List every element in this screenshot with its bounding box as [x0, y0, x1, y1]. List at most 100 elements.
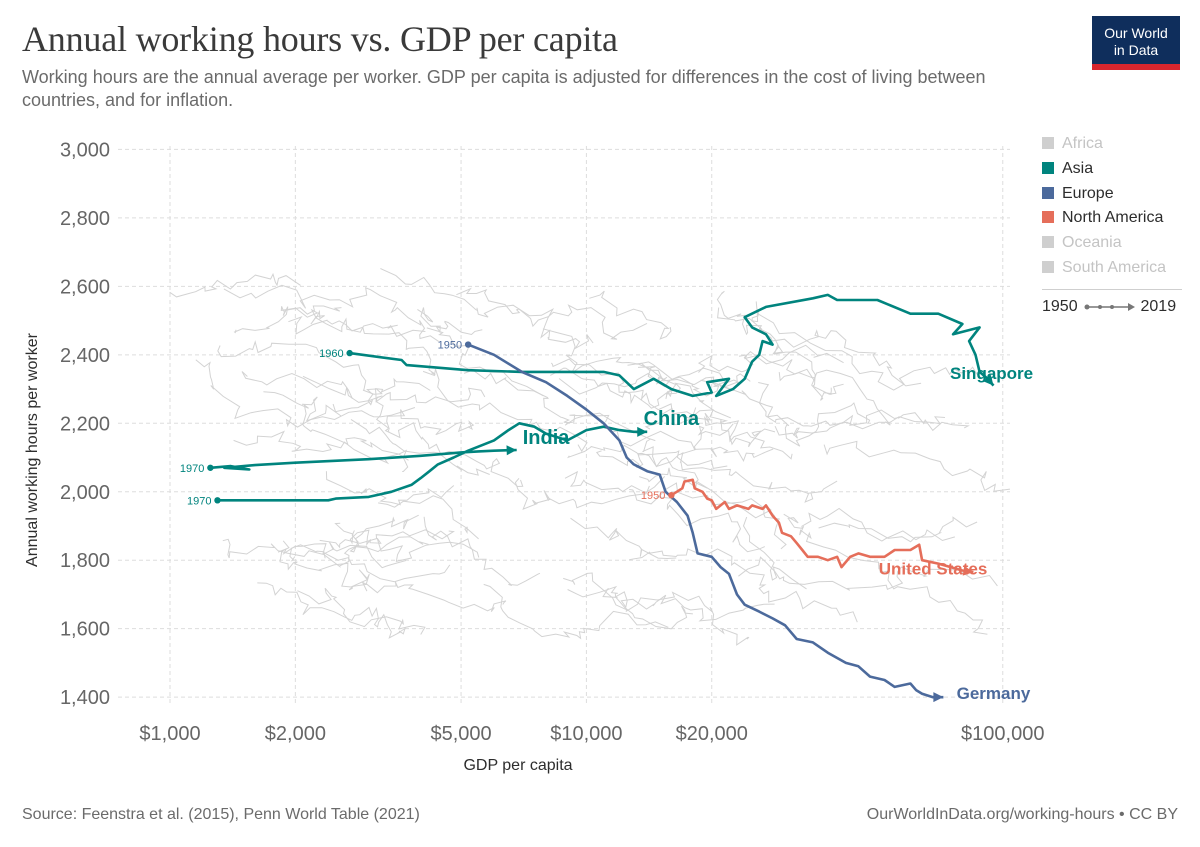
- timeline-arrow-icon: [1084, 302, 1136, 311]
- series-line[interactable]: [467, 343, 944, 699]
- legend-item[interactable]: North America: [1042, 206, 1182, 231]
- series-name-label: India: [523, 427, 571, 449]
- series-end-arrow: [933, 692, 944, 703]
- background-country-line: [233, 305, 342, 334]
- legend-label: North America: [1062, 209, 1164, 227]
- background-country-line: [550, 367, 674, 409]
- series-end-arrow: [962, 565, 974, 576]
- background-country-line: [564, 470, 666, 494]
- background-country-line: [195, 359, 342, 428]
- background-country-line: [280, 306, 426, 338]
- background-country-line: [380, 268, 594, 350]
- legend-label: Africa: [1062, 135, 1103, 152]
- background-country-line: [257, 582, 406, 639]
- y-tick-label: 1,400: [60, 687, 110, 709]
- background-country-line: [602, 587, 693, 630]
- legend-label: Oceania: [1062, 234, 1122, 252]
- series-start-point: [464, 341, 472, 348]
- background-country-line: [350, 418, 524, 488]
- background-country-line: [463, 369, 610, 424]
- background-country-line: [277, 514, 419, 568]
- background-country-line: [738, 354, 833, 401]
- legend-item[interactable]: Europe: [1042, 182, 1182, 207]
- series-line[interactable]: [670, 478, 974, 574]
- background-country-line: [456, 287, 648, 340]
- timeline-end-year: 2019: [1140, 297, 1177, 315]
- legend-divider: [1042, 288, 1182, 290]
- background-country-line: [217, 340, 431, 395]
- series-end-arrow: [506, 445, 517, 456]
- background-country-line: [349, 530, 429, 553]
- background-country-line: [558, 372, 668, 395]
- background-country-line: [629, 548, 858, 623]
- legend-item[interactable]: Africa: [1042, 132, 1182, 157]
- series-start-year: 1950: [438, 340, 462, 352]
- background-country-line: [774, 409, 970, 439]
- background-country-line: [738, 556, 998, 591]
- background-country-line: [302, 375, 475, 436]
- background-country-line: [637, 366, 751, 388]
- background-country-line: [567, 585, 775, 622]
- background-country-line: [751, 301, 978, 391]
- series-start-year: 1970: [187, 495, 211, 507]
- background-country-line: [422, 369, 588, 453]
- y-tick-label: 1,800: [60, 550, 110, 572]
- y-axis-label: Annual working hours per worker: [24, 332, 41, 567]
- series-start-year: 1970: [180, 463, 204, 475]
- series-name-label: China: [644, 408, 700, 430]
- background-country-line: [423, 516, 541, 586]
- x-tick-label: $100,000: [961, 723, 1044, 745]
- background-country-line: [783, 507, 956, 542]
- background-country-line: [697, 344, 844, 373]
- owid-logo[interactable]: Our World in Data: [1092, 16, 1180, 70]
- background-country-line: [483, 583, 669, 640]
- legend-label: Asia: [1062, 159, 1094, 177]
- y-tick-label: 2,400: [60, 345, 110, 367]
- legend-swatch: [1042, 137, 1054, 149]
- axes: 1,400 1,600 1,800 2,000 2,200 2,400 2,600 2,800…: [60, 139, 1045, 745]
- background-country-line: [700, 379, 871, 447]
- background-country-line: [589, 290, 672, 340]
- background-country-line: [222, 538, 407, 569]
- chart-subtitle: Working hours are the annual average per…: [22, 67, 986, 110]
- logo-line-1: Our World: [1104, 25, 1168, 41]
- legend-label: South America: [1062, 258, 1167, 276]
- background-country-line: [301, 396, 416, 422]
- logo-line-2: in Data: [1113, 42, 1159, 58]
- license-link[interactable]: OurWorldInData.org/working-hours • CC BY: [866, 806, 1178, 823]
- series-start-year: 1960: [319, 348, 343, 360]
- y-tick-label: 1,600: [60, 619, 110, 641]
- background-country-line: [514, 477, 650, 510]
- background-country-line: [679, 452, 838, 503]
- background-country-line: [348, 581, 507, 612]
- source-note: Source: Feenstra et al. (2015), Penn Wor…: [22, 806, 420, 823]
- background-country-line: [799, 525, 988, 635]
- series-line[interactable]: [349, 293, 995, 398]
- background-country-line: [426, 327, 544, 397]
- background-country-line: [289, 544, 451, 583]
- background-country-line: [169, 272, 301, 298]
- chart-title: Annual working hours vs. GDP per capita: [22, 19, 618, 59]
- x-tick-label: $1,000: [139, 723, 200, 745]
- series-line[interactable]: [217, 421, 648, 502]
- x-axis-label: GDP per capita: [463, 757, 572, 774]
- legend-swatch: [1042, 211, 1054, 224]
- background-country-line: [279, 540, 370, 592]
- series-start-point: [214, 497, 221, 504]
- background-country-line: [288, 315, 436, 376]
- y-tick-label: 2,600: [60, 276, 110, 298]
- legend-item[interactable]: Oceania: [1042, 231, 1182, 256]
- series-line[interactable]: [210, 448, 517, 471]
- legend-swatch: [1042, 161, 1054, 174]
- background-country-lines: [169, 268, 1011, 646]
- legend-item[interactable]: South America: [1042, 256, 1182, 281]
- legend-item[interactable]: Asia: [1042, 157, 1182, 182]
- timeline-key: 1950 2019: [1042, 296, 1182, 318]
- legend-swatch: [1042, 186, 1054, 199]
- series-end-arrow: [637, 426, 648, 437]
- background-country-line: [564, 412, 734, 468]
- legend-swatch: [1042, 236, 1054, 249]
- background-country-line: [818, 516, 978, 543]
- background-country-line: [241, 371, 353, 399]
